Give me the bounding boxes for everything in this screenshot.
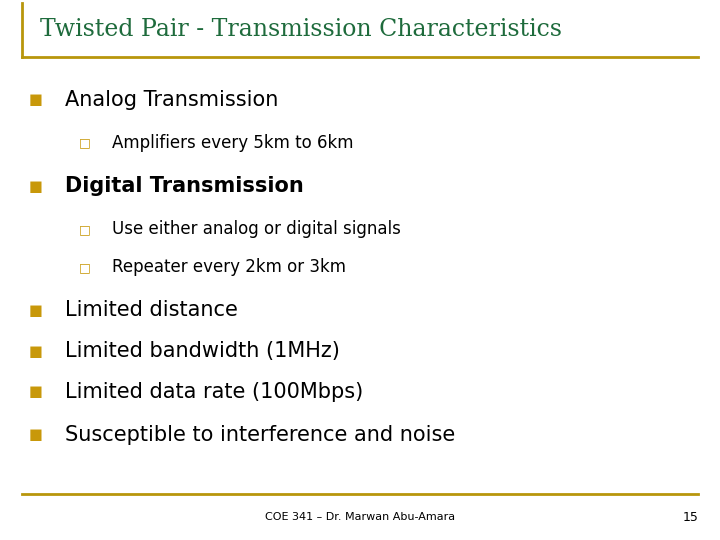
Text: Limited bandwidth (1MHz): Limited bandwidth (1MHz) [65, 341, 340, 361]
Text: Amplifiers every 5km to 6km: Amplifiers every 5km to 6km [112, 134, 353, 152]
Text: COE 341 – Dr. Marwan Abu-Amara: COE 341 – Dr. Marwan Abu-Amara [265, 512, 455, 522]
Text: Susceptible to interference and noise: Susceptible to interference and noise [65, 424, 455, 445]
Text: ■: ■ [29, 179, 42, 194]
Text: ■: ■ [29, 343, 42, 359]
Text: ■: ■ [29, 384, 42, 399]
Text: □: □ [79, 261, 91, 274]
Text: ■: ■ [29, 303, 42, 318]
Text: ■: ■ [29, 427, 42, 442]
Text: Digital Transmission: Digital Transmission [65, 176, 304, 197]
Text: Limited distance: Limited distance [65, 300, 238, 321]
Text: ■: ■ [29, 92, 42, 107]
Text: Limited data rate (100Mbps): Limited data rate (100Mbps) [65, 381, 363, 402]
Text: □: □ [79, 223, 91, 236]
Text: Use either analog or digital signals: Use either analog or digital signals [112, 220, 400, 239]
Text: 15: 15 [683, 511, 698, 524]
Text: Repeater every 2km or 3km: Repeater every 2km or 3km [112, 258, 346, 276]
Text: □: □ [79, 137, 91, 150]
Text: Analog Transmission: Analog Transmission [65, 90, 278, 110]
Text: Twisted Pair - Transmission Characteristics: Twisted Pair - Transmission Characterist… [40, 18, 562, 41]
